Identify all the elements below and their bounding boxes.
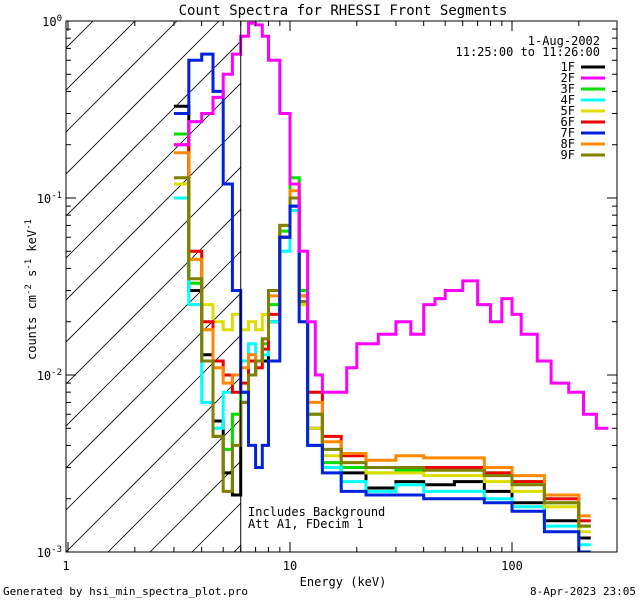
y-tick-label: 10-1 xyxy=(37,191,62,206)
annotation-attenuator: Att A1, FDecim 1 xyxy=(248,517,364,531)
plot-frame xyxy=(65,20,618,553)
hatch-line xyxy=(66,334,241,511)
hatch-line xyxy=(66,40,241,217)
series-7F xyxy=(173,52,591,552)
time-range-label: 11:25:00 to 11:26:00 xyxy=(456,45,601,59)
legend-label: 6F xyxy=(561,115,575,129)
hatch-line xyxy=(66,208,241,385)
x-tick-label: 100 xyxy=(501,559,523,573)
y-tick-label: 10-3 xyxy=(37,545,62,560)
axis-ticks xyxy=(66,20,617,553)
x-edge-label: 1 xyxy=(62,559,69,573)
legend-label: 1F xyxy=(561,60,575,74)
y-tick-label: 100 xyxy=(42,14,62,29)
hatch-line xyxy=(66,124,241,301)
hatch-line xyxy=(66,250,241,427)
legend-label: 4F xyxy=(561,93,575,107)
legend: 1F 2F 3F 4F 5F 6F 7F 8F 9F xyxy=(561,60,605,162)
hatch-line xyxy=(66,82,241,259)
legend-label: 2F xyxy=(561,71,575,85)
annotation-background: Includes Background xyxy=(248,505,385,519)
series-group xyxy=(173,21,609,552)
legend-label: 7F xyxy=(561,126,575,140)
footer-timestamp: 8-Apr-2023 23:05 xyxy=(530,585,636,598)
y-axis-label: counts cm-2 s-1 keV-1 xyxy=(24,219,39,360)
series-8F xyxy=(173,151,591,518)
hatch-line xyxy=(66,21,136,91)
legend-label: 5F xyxy=(561,104,575,118)
hatch-line xyxy=(66,21,220,175)
hatch-line xyxy=(107,418,241,552)
footer-generator: Generated by hsi_min_spectra_plot.pro xyxy=(3,585,248,598)
hatched-region xyxy=(66,21,241,552)
legend-label: 3F xyxy=(561,82,575,96)
hatch-line xyxy=(66,166,241,343)
hatch-line xyxy=(66,292,241,469)
y-tick-label: 10-2 xyxy=(37,368,62,383)
legend-label: 8F xyxy=(561,137,575,151)
chart-title: Count Spectra for RHESSI Front Segments xyxy=(179,3,508,19)
legend-label: 9F xyxy=(561,148,575,162)
x-tick-label: 10 xyxy=(283,559,297,573)
hatch-line xyxy=(66,21,178,133)
x-axis-label: Energy (keV) xyxy=(300,575,387,589)
hatch-line xyxy=(66,376,241,552)
date-label: 1-Aug-2002 xyxy=(528,34,600,48)
